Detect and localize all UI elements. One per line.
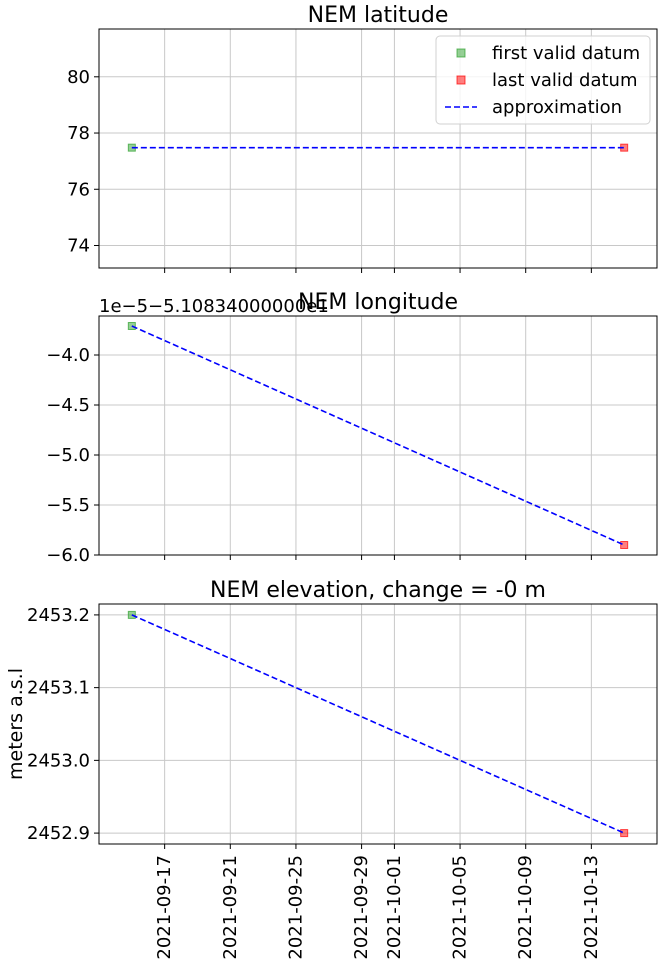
last-valid-datum-point — [620, 829, 629, 838]
legend-label: approximation — [492, 97, 622, 118]
approximation-line — [131, 325, 625, 546]
y-tick-label: 2453.2 — [27, 605, 90, 626]
x-tick-label: 2021-09-25 — [285, 855, 306, 960]
legend-marker — [456, 48, 466, 58]
legend: first valid datum last valid datum approxi… — [435, 35, 651, 125]
axes-frame — [98, 315, 658, 556]
axes-frame — [98, 28, 658, 269]
x-tick-label: 2021-10-13 — [581, 855, 602, 960]
y-tick-label: −6.0 — [46, 545, 90, 566]
chart-title: NEM elevation, change = -0 m — [210, 578, 546, 603]
chart-panel-1: 74 76 78 80 NEM latitude first valid datum las… — [67, 3, 658, 273]
y-tick-label: −4.0 — [46, 345, 90, 366]
approximation-line — [131, 614, 625, 834]
chart-title: NEM latitude — [308, 3, 449, 28]
y-tick-label: 76 — [67, 179, 90, 200]
chart-panel-2: −6.0 −5.5 −5.0 −4.5 −4.0 NEM longitude1e−5−5.… — [46, 290, 658, 566]
y-tick-label: 2453.0 — [27, 750, 90, 771]
legend-box — [435, 35, 651, 125]
x-tick-label: 2021-10-01 — [384, 855, 405, 960]
chart-title: NEM longitude — [298, 290, 458, 315]
last-valid-datum-point — [620, 541, 629, 549]
x-tick-label: 2021-09-17 — [154, 855, 175, 960]
legend-label: last valid datum — [492, 70, 637, 91]
x-tick-label: 2021-09-21 — [220, 855, 241, 960]
axis-offset-text: 1e−5−5.10834000000e1 — [99, 296, 329, 317]
y-tick-label: 80 — [67, 67, 90, 88]
y-tick-label: −5.5 — [46, 495, 90, 516]
y-tick-label: 74 — [67, 236, 90, 257]
y-tick-label: −4.5 — [46, 395, 90, 416]
y-axis-label: meters a.s.l — [5, 668, 27, 780]
x-tick-label: 2021-10-05 — [450, 855, 471, 960]
legend-label: first valid datum — [492, 43, 640, 64]
legend-marker — [456, 75, 466, 85]
y-tick-label: 78 — [67, 123, 90, 144]
y-tick-label: 2452.9 — [27, 823, 90, 844]
y-tick-label: −5.0 — [46, 445, 90, 466]
x-tick-label: 2021-10-09 — [515, 855, 536, 960]
axes-frame — [98, 603, 658, 845]
x-tick-label: 2021-09-29 — [351, 855, 372, 960]
chart-panel-3: 2021-09-17 2021-09-21 2021-09-25 2021-09-29… — [5, 578, 658, 960]
y-tick-label: 2453.1 — [27, 678, 90, 699]
